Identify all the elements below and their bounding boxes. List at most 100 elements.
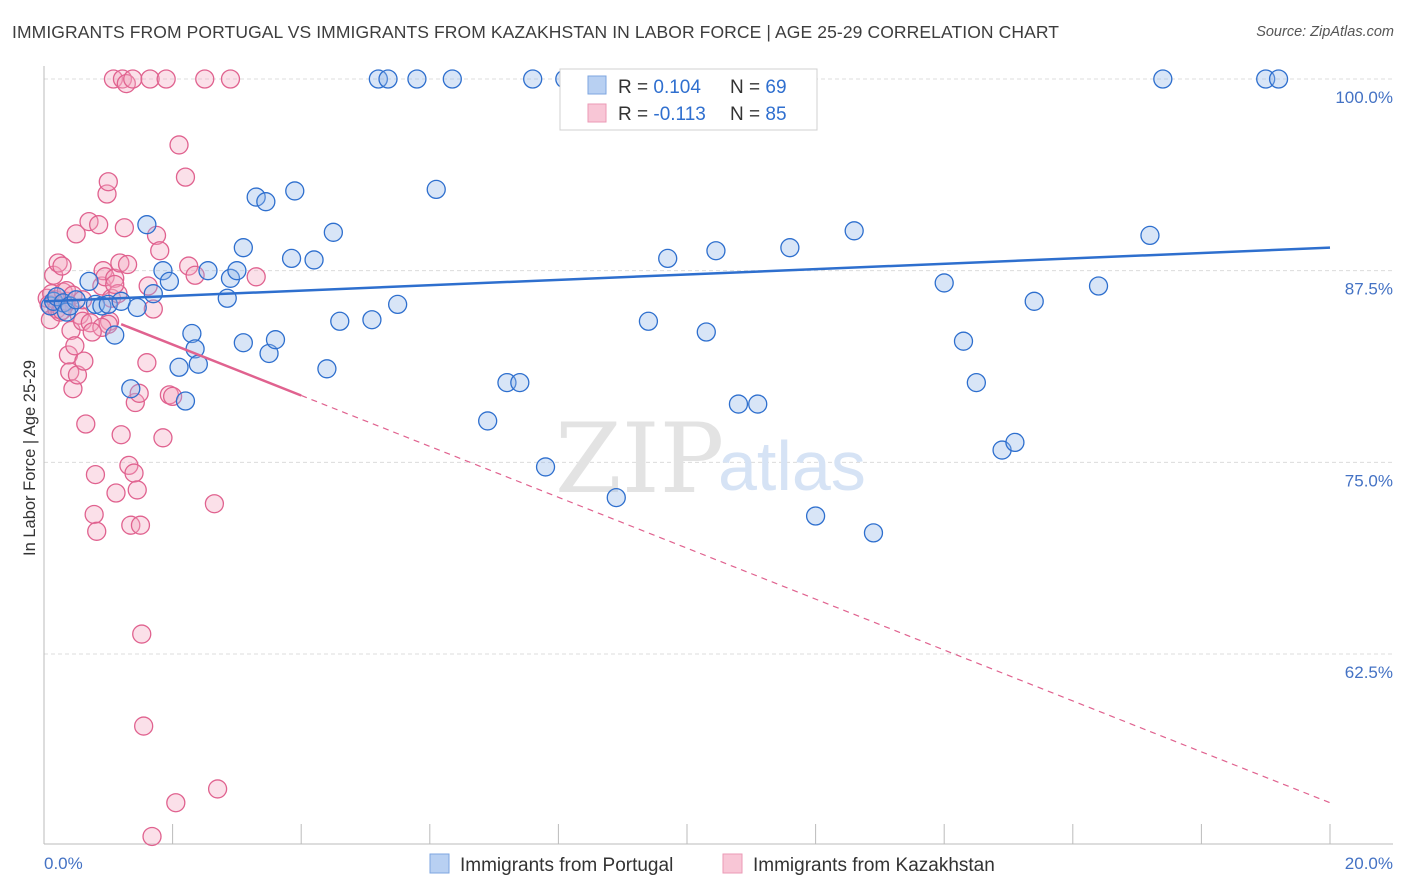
portugal-trend-line	[43, 246, 1331, 303]
kazakhstan-point-72	[195, 69, 215, 89]
portugal-point-61	[728, 394, 749, 414]
portugal-point-38	[323, 222, 344, 242]
kazakhstan-point-38	[106, 483, 126, 503]
kazakhstan-point-33	[98, 172, 118, 192]
portugal-point-55	[606, 487, 626, 508]
portugal-point-58	[658, 248, 678, 269]
portugal-point-57	[638, 311, 659, 331]
portugal-point-63	[780, 238, 800, 258]
portugal-point-68	[953, 331, 974, 351]
portugal-point-72	[1024, 291, 1044, 311]
svg-text:R = -0.113: R = -0.113	[618, 104, 706, 125]
portugal-point-20	[175, 391, 196, 411]
kazakhstan-point-76	[246, 267, 266, 287]
series-legend-swatch-portugal	[429, 853, 450, 874]
series-legend-swatch-kazakhstan	[722, 853, 743, 874]
portugal-point-30	[246, 187, 266, 207]
portugal-point-34	[281, 248, 302, 269]
kazakhstan-point-69	[175, 167, 196, 187]
kazakhstan-point-63	[153, 428, 173, 448]
chart-title: IMMIGRANTS FROM PORTUGAL VS IMMIGRANTS F…	[12, 22, 1060, 42]
portugal-point-75	[1153, 69, 1173, 89]
portugal-point-40	[362, 310, 382, 330]
portugal-point-17	[153, 261, 173, 281]
portugal-point-74	[1140, 225, 1160, 246]
kazakhstan-point-67	[166, 793, 186, 813]
portugal-point-73	[1088, 276, 1109, 296]
kazakhstan-point-26	[85, 464, 106, 485]
portugal-point-37	[317, 359, 337, 379]
watermark: ZIP atlas	[555, 403, 866, 515]
kazakhstan-points	[37, 69, 266, 847]
portugal-point-9	[92, 296, 112, 316]
portugal-point-71	[1005, 432, 1025, 453]
portugal-point-59	[696, 322, 716, 342]
kazakhstan-point-16	[65, 336, 85, 356]
kazakhstan-point-79	[82, 322, 102, 342]
y-tick-label-1: 87.5%	[1345, 280, 1393, 299]
portugal-point-18	[159, 271, 180, 292]
trend-lines	[43, 246, 1331, 804]
kazakhstan-point-64	[156, 69, 176, 89]
portugal-point-28	[233, 238, 253, 258]
portugal-point-42	[378, 69, 398, 89]
y-tick-labels: 100.0% 87.5% 75.0% 62.5%	[1335, 88, 1393, 682]
y-tick-label-2: 75.0%	[1345, 471, 1393, 490]
kazakhstan-point-28	[89, 215, 109, 235]
portugal-point-65	[844, 221, 864, 241]
kazakhstan-point-56	[137, 353, 157, 373]
portugal-point-36	[304, 250, 324, 270]
kazakhstan-point-74	[207, 779, 228, 799]
axes	[43, 66, 1393, 845]
kazakhstan-point-68	[169, 135, 189, 155]
portugal-point-45	[426, 179, 446, 200]
portugal-point-16	[143, 284, 163, 304]
kazakhstan-point-41	[111, 425, 131, 445]
y-tick-label-3: 62.5%	[1345, 663, 1393, 682]
legend-swatch-kazakhstan	[587, 103, 607, 123]
kazakhstan-point-9	[52, 256, 72, 276]
kazakhstan-point-55	[134, 716, 154, 736]
portugal-point-24	[198, 261, 218, 281]
portugal-point-21	[182, 323, 202, 344]
legend-r-value-portugal: 0.104	[653, 77, 701, 98]
portugal-point-25	[217, 288, 237, 308]
kazakhstan-point-53	[130, 515, 151, 535]
portugal-point-29	[233, 333, 253, 353]
kazakhstan-point-43	[114, 218, 135, 238]
portugal-point-39	[330, 311, 350, 331]
kazakhstan-trend-extension	[300, 394, 1331, 804]
portugal-point-51	[535, 457, 556, 477]
kazakhstan-point-20	[72, 311, 93, 331]
x-tick-max: 20.0%	[1345, 854, 1393, 873]
legend-n-value-kazakhstan: 85	[765, 104, 786, 125]
kazakhstan-point-51	[127, 480, 147, 500]
kazakhstan-point-75	[220, 69, 241, 89]
portugal-point-50	[523, 69, 543, 89]
kazakhstan-point-45	[117, 254, 138, 275]
watermark-atlas: atlas	[718, 427, 866, 505]
y-axis-label: In Labor Force | Age 25-29	[21, 360, 39, 556]
portugal-point-13	[121, 379, 141, 399]
kazakhstan-point-73	[204, 494, 225, 514]
kazakhstan-point-22	[76, 414, 96, 434]
legend-r-value-kazakhstan: -0.113	[653, 104, 705, 125]
portugal-point-60	[706, 241, 726, 261]
kazakhstan-point-40	[110, 253, 130, 273]
portugal-point-49	[510, 372, 530, 393]
portugal-point-62	[748, 394, 768, 414]
legend-n-label-portugal: N =	[730, 77, 765, 98]
portugal-point-27	[227, 261, 247, 281]
y-tick-label-0: 100.0%	[1335, 88, 1393, 107]
legend-r-label-kazakhstan: R =	[618, 104, 653, 125]
kazakhstan-point-48	[123, 69, 143, 89]
svg-text:N = 85: N = 85	[730, 104, 787, 125]
watermark-zip: ZIP	[555, 403, 724, 515]
kazakhstan-point-62	[150, 241, 170, 261]
portugal-point-44	[407, 69, 427, 89]
kazakhstan-point-25	[84, 504, 104, 525]
kazakhstan-point-59	[142, 826, 162, 847]
x-tick-min: 0.0%	[44, 854, 83, 873]
portugal-point-26	[220, 268, 241, 288]
